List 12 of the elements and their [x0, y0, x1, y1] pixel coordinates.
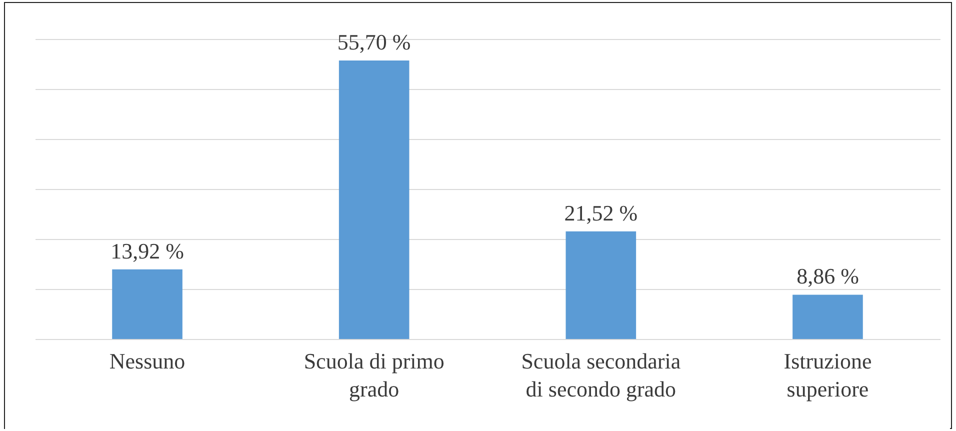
x-tick-label: Scuola di primo grado: [304, 348, 444, 402]
data-label: 21,52 %: [564, 200, 638, 226]
data-label: 55,70 %: [337, 30, 411, 54]
x-tick-label: Istruzione superiore: [784, 348, 872, 402]
data-label: 13,92 %: [110, 238, 184, 264]
x-tick-label: Nessuno: [109, 348, 186, 374]
x-tick-label: Scuola secondaria di secondo grado: [521, 348, 681, 402]
bar: [792, 294, 863, 339]
data-label: 8,86 %: [796, 264, 859, 289]
bar: [338, 60, 410, 339]
bar: [112, 269, 182, 339]
bar: [566, 231, 636, 339]
